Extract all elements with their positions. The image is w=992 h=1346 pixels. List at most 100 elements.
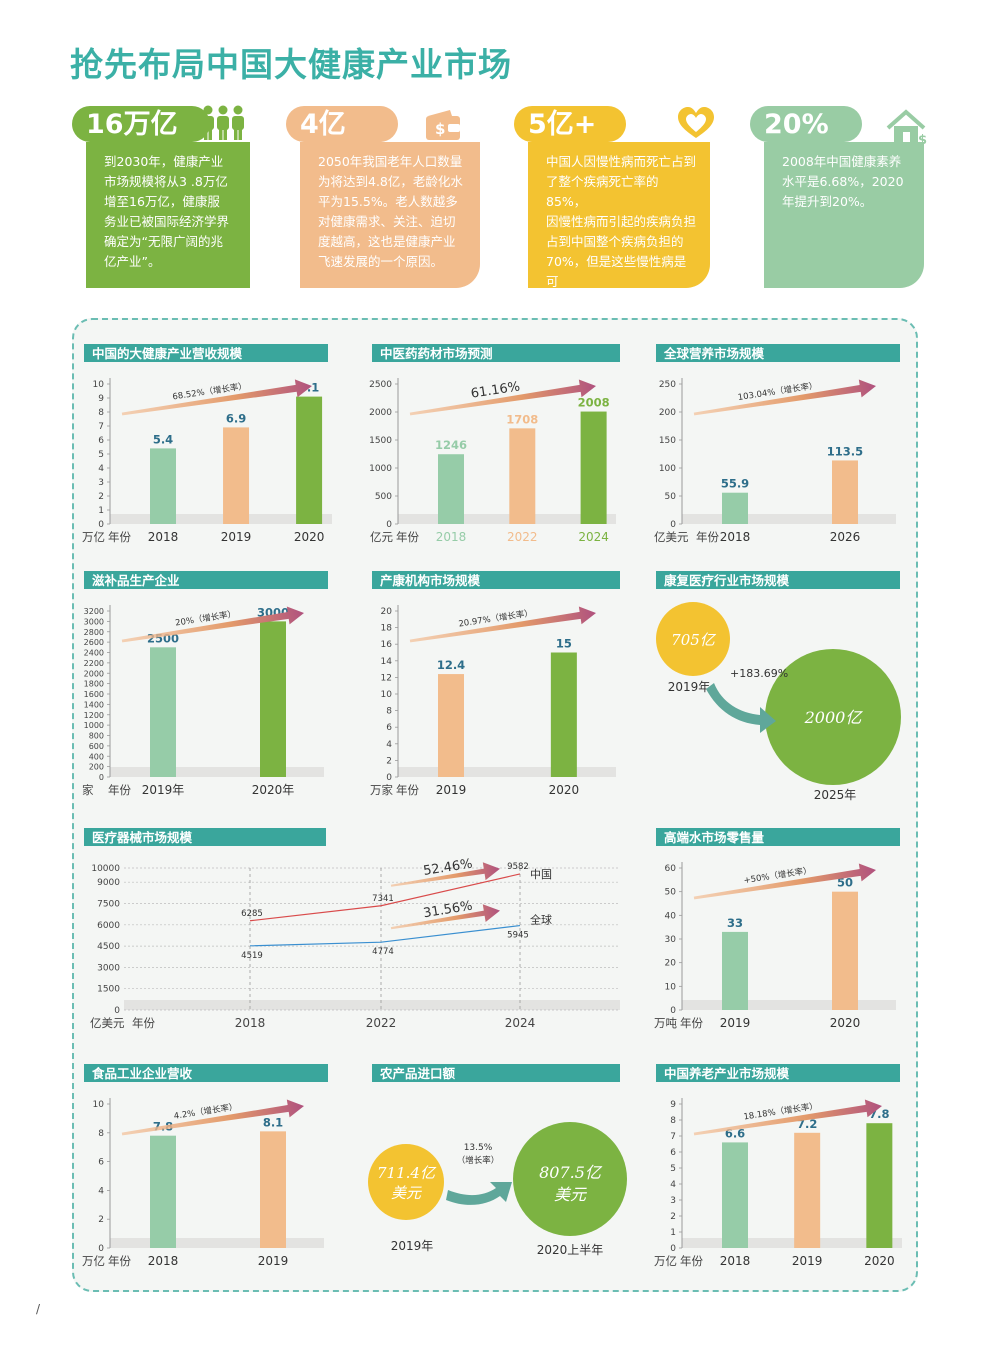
chart-title: 全球营养市场规模 bbox=[656, 344, 900, 362]
bar-value-label: 33 bbox=[727, 916, 743, 930]
growth-arrow bbox=[409, 379, 597, 416]
stat-text-line: 增至16万亿，健康服 bbox=[104, 194, 220, 209]
stat-text-line: 飞速发展的一个原因。 bbox=[318, 254, 444, 269]
x-tick-label: 2018 bbox=[148, 530, 179, 544]
y-tick-label: 20 bbox=[381, 607, 393, 617]
y-tick-label: 100 bbox=[659, 464, 676, 474]
y-tick-label: 0 bbox=[99, 773, 104, 782]
bar-value-label: 50 bbox=[837, 876, 853, 890]
bar bbox=[794, 1132, 821, 1248]
series-name-label: 全球 bbox=[530, 913, 552, 927]
y-tick-label: 2 bbox=[98, 492, 104, 502]
y-unit-label: 万吨 bbox=[654, 1016, 677, 1030]
floor-band bbox=[110, 1238, 324, 1248]
stat-card-body: 到2030年，健康产业 市场规模将从3 .8万亿 增至16万亿，健康服 务业已被… bbox=[86, 142, 250, 288]
chart-postpartum-institutions: 产康机构市场规模 0 2 4 6 8 10 12 14 16 18 20 万家 年份 12.4 2019 15 2… bbox=[370, 571, 620, 803]
y-tick-label: 4 bbox=[98, 464, 104, 474]
stat-big-number: 4亿 bbox=[286, 106, 398, 142]
stat-text-line: 到2030年，健康产业 bbox=[104, 154, 224, 169]
chart-title: 医疗器械市场规模 bbox=[84, 828, 326, 846]
bar bbox=[832, 460, 858, 524]
x-tick-label: 2018 bbox=[720, 1254, 751, 1268]
x-tick-label: 2018 bbox=[720, 530, 751, 544]
floor-band bbox=[124, 1000, 620, 1010]
y-unit-label: 家 bbox=[82, 783, 94, 797]
y-tick-label: 10000 bbox=[91, 864, 120, 874]
stat-text-line: 市场规模将从3 .8万亿 bbox=[104, 174, 228, 189]
y-tick-label: 6 bbox=[670, 1148, 676, 1158]
people-icon bbox=[202, 105, 244, 140]
y-tick-label: 9000 bbox=[97, 878, 120, 888]
y-unit-label: 万家 bbox=[370, 783, 393, 797]
bar bbox=[150, 1135, 176, 1248]
x-tick-label: 2019年 bbox=[142, 783, 185, 797]
y-tick-label: 2 bbox=[98, 1215, 104, 1225]
bubble-year: 2019年 bbox=[668, 680, 711, 694]
point-label: 9582 bbox=[507, 862, 529, 872]
y-tick-label: 2000 bbox=[84, 669, 104, 678]
y-tick-label: 30 bbox=[665, 935, 677, 945]
growth-arrow bbox=[693, 379, 876, 416]
bar bbox=[438, 454, 464, 524]
bar-value-label: 1246 bbox=[435, 438, 467, 452]
stat-text-line: 防、可控的。 bbox=[546, 294, 622, 309]
x-tick-label: 2024 bbox=[578, 530, 609, 544]
bar bbox=[722, 1142, 748, 1248]
stat-text-line: 平为15.5%。老人数越多 bbox=[318, 194, 458, 209]
y-tick-label: 4 bbox=[386, 740, 392, 750]
growth-label: 61.16% bbox=[470, 379, 521, 401]
x-tick-label: 2020 bbox=[549, 783, 580, 797]
y-tick-label: 60 bbox=[665, 864, 677, 874]
x-unit-label: 年份 bbox=[696, 530, 719, 544]
y-tick-label: 0 bbox=[670, 1006, 676, 1016]
growth-arrow bbox=[693, 863, 876, 900]
y-tick-label: 10 bbox=[93, 1100, 105, 1110]
stat-text-line: 务业已被国际经济学界 bbox=[104, 214, 230, 229]
y-tick-label: 20 bbox=[665, 959, 677, 969]
y-tick-label: 7 bbox=[98, 422, 104, 432]
y-tick-label: 1500 bbox=[97, 985, 120, 995]
x-tick-label: 2019 bbox=[720, 1016, 751, 1030]
y-tick-label: 7 bbox=[670, 1132, 676, 1142]
x-unit-label: 年份 bbox=[108, 783, 131, 797]
x-tick-label: 2018 bbox=[148, 1254, 179, 1268]
y-tick-label: 0 bbox=[386, 520, 392, 530]
chart-title: 中国的大健康产业营收规模 bbox=[84, 344, 328, 362]
bar-value-label: 113.5 bbox=[827, 444, 863, 458]
floor-band bbox=[398, 767, 616, 777]
bar-value-label: 8.1 bbox=[263, 1115, 283, 1129]
x-tick-label: 2019 bbox=[258, 1254, 289, 1268]
chart-title: 中医药药材市场预测 bbox=[372, 344, 620, 362]
y-tick-label: 9 bbox=[98, 394, 104, 404]
stat-text-line: 为将达到4.8亿，老龄化水 bbox=[318, 174, 463, 189]
y-tick-label: 2600 bbox=[84, 638, 104, 647]
bar-value-label: 2008 bbox=[578, 396, 610, 410]
bar bbox=[260, 621, 286, 777]
stat-text-line: 年提升到20%。 bbox=[782, 194, 873, 209]
stat-card-body: 2008年中国健康素养 水平是6.68%，2020 年提升到20%。 bbox=[764, 142, 924, 288]
y-tick-label: 1600 bbox=[84, 690, 104, 699]
y-tick-label: 250 bbox=[659, 380, 676, 390]
page-mark: / bbox=[36, 1302, 41, 1316]
y-tick-label: 3000 bbox=[84, 617, 104, 626]
y-tick-label: 3200 bbox=[84, 607, 104, 616]
chart-title: 中国养老产业市场规模 bbox=[656, 1064, 900, 1082]
y-tick-label: 2800 bbox=[84, 628, 104, 637]
bar bbox=[223, 427, 250, 524]
growth-arrow bbox=[121, 379, 312, 416]
x-tick-label: 2019 bbox=[221, 530, 252, 544]
y-unit-label: 亿美元 bbox=[654, 530, 689, 544]
y-tick-label: 3 bbox=[670, 1196, 676, 1206]
growth-arrow bbox=[446, 1182, 512, 1205]
bar bbox=[722, 492, 748, 524]
stat-big-number: 5亿+ bbox=[514, 106, 626, 142]
growth-arrow bbox=[390, 862, 500, 887]
bubble-small bbox=[368, 1144, 444, 1220]
stat-big-number: 16万亿 bbox=[72, 106, 210, 142]
y-tick-label: 1000 bbox=[369, 464, 392, 474]
stat-text-line: 因慢性病而引起的疾病负担 bbox=[546, 214, 697, 229]
stat-text-line: 2008年中国健康素养 bbox=[782, 154, 902, 169]
series-line bbox=[249, 924, 521, 947]
bar bbox=[722, 931, 748, 1010]
chart-global-nutrition-market: 全球营养市场规模 0 50 100 150 200 250 亿美元 年份 55.9 2018 113.… bbox=[654, 344, 900, 550]
